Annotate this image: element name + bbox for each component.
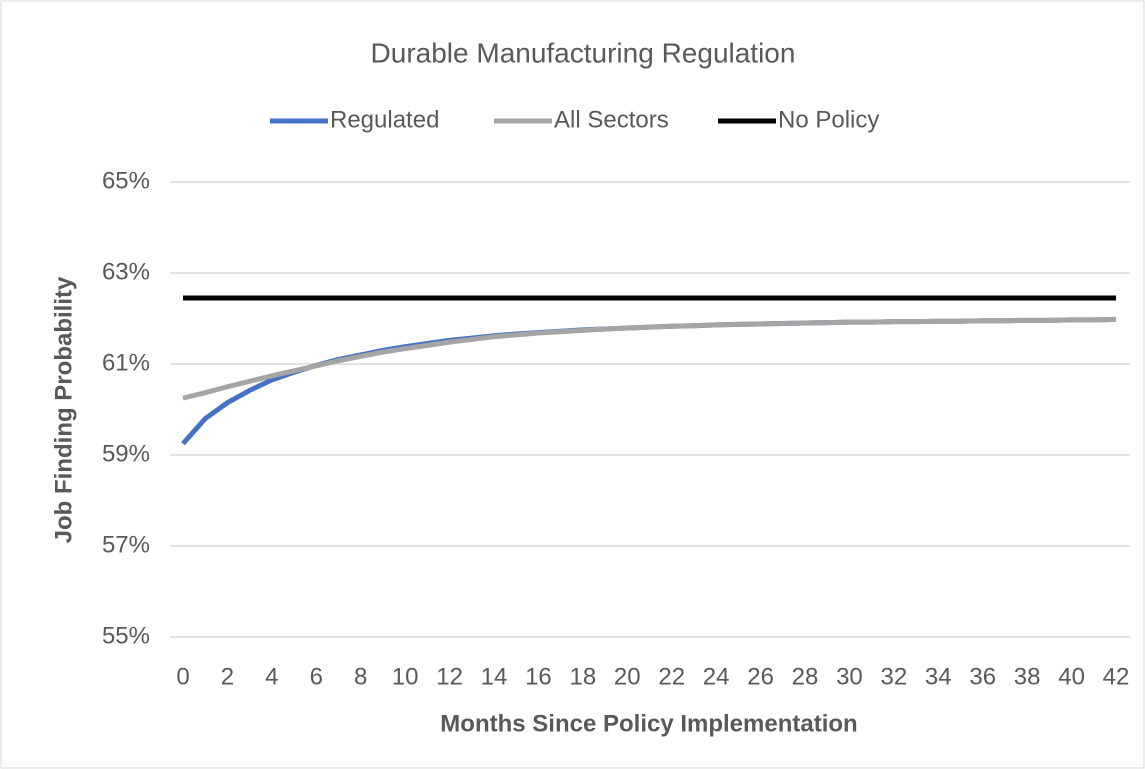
x-tick-label: 8 — [354, 663, 367, 690]
x-tick-label: 32 — [881, 663, 908, 690]
legend-label: Regulated — [330, 106, 439, 133]
x-tick-label: 36 — [969, 663, 996, 690]
x-tick-label: 38 — [1014, 663, 1041, 690]
x-tick-label: 22 — [658, 663, 685, 690]
series-line — [182, 316, 1117, 401]
x-axis-title: Months Since Policy Implementation — [440, 710, 857, 737]
y-tick-label: 63% — [102, 258, 150, 285]
x-tick-label: 2 — [221, 663, 234, 690]
y-tick-label: 55% — [102, 622, 150, 649]
x-tick-label: 42 — [1103, 663, 1130, 690]
y-tick-label: 61% — [102, 349, 150, 376]
y-tick-label: 59% — [102, 440, 150, 467]
legend-label: All Sectors — [554, 106, 669, 133]
x-tick-label: 26 — [747, 663, 774, 690]
chart-title: Durable Manufacturing Regulation — [371, 37, 796, 68]
x-tick-label: 40 — [1058, 663, 1085, 690]
x-tick-label: 28 — [792, 663, 819, 690]
x-tick-label: 12 — [436, 663, 463, 690]
x-tick-label: 10 — [392, 663, 419, 690]
x-tick-label: 30 — [836, 663, 863, 690]
y-tick-label: 57% — [102, 531, 150, 558]
x-tick-label: 0 — [176, 663, 189, 690]
x-tick-label: 6 — [310, 663, 323, 690]
x-tick-label: 18 — [570, 663, 597, 690]
y-tick-label: 65% — [102, 167, 150, 194]
legend-label: No Policy — [778, 106, 879, 133]
x-tick-label: 20 — [614, 663, 641, 690]
y-axis-title: Job Finding Probability — [50, 276, 77, 543]
x-tick-label: 24 — [703, 663, 730, 690]
x-tick-label: 16 — [525, 663, 552, 690]
x-tick-label: 34 — [925, 663, 952, 690]
x-tick-label: 14 — [481, 663, 508, 690]
x-tick-label: 4 — [265, 663, 278, 690]
